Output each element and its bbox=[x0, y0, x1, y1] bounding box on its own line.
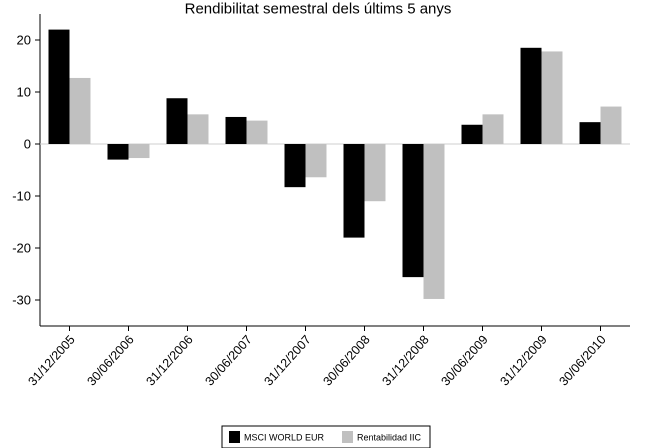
y-tick-label: 10 bbox=[17, 85, 31, 100]
bar-msci-world-eur bbox=[343, 144, 365, 238]
x-tick-label: 31/12/2007 bbox=[261, 333, 313, 389]
x-tick-label: 31/12/2009 bbox=[497, 333, 549, 389]
bar-rentabilidad-iic bbox=[600, 106, 622, 144]
y-tick-label: -30 bbox=[12, 293, 31, 308]
bar-rentabilidad-iic bbox=[69, 77, 91, 144]
bar-msci-world-eur bbox=[461, 124, 483, 144]
bar-msci-world-eur bbox=[579, 122, 601, 144]
x-tick-label: 30/06/2010 bbox=[556, 333, 608, 389]
x-tick-label: 31/12/2006 bbox=[143, 333, 195, 389]
legend-swatch bbox=[229, 431, 240, 443]
y-tick-label: -20 bbox=[12, 241, 31, 256]
x-tick-label: 30/06/2006 bbox=[84, 333, 136, 389]
x-tick-label: 31/12/2005 bbox=[25, 333, 77, 389]
bar-rentabilidad-iic bbox=[305, 144, 327, 178]
bar-rentabilidad-iic bbox=[246, 120, 268, 144]
bar-msci-world-eur bbox=[225, 116, 247, 144]
bar-rentabilidad-iic bbox=[187, 114, 209, 144]
y-tick-label: -10 bbox=[12, 189, 31, 204]
bar-msci-world-eur bbox=[520, 47, 542, 144]
bar-msci-world-eur bbox=[284, 144, 306, 188]
legend: MSCI WORLD EUR Rentabilidad IIC bbox=[221, 425, 431, 448]
bar-msci-world-eur bbox=[48, 29, 70, 145]
legend-label: MSCI WORLD EUR bbox=[244, 433, 325, 443]
legend-label: Rentabilidad IIC bbox=[357, 433, 422, 443]
bar-msci-world-eur bbox=[166, 98, 188, 144]
x-tick-label: 30/06/2007 bbox=[202, 333, 254, 389]
bar-msci-world-eur bbox=[402, 144, 424, 278]
x-tick-label: 30/06/2008 bbox=[320, 333, 372, 389]
bar-rentabilidad-iic bbox=[423, 144, 445, 299]
y-tick-label: 0 bbox=[24, 137, 31, 152]
x-tick-label: 31/12/2008 bbox=[379, 333, 431, 389]
bar-rentabilidad-iic bbox=[482, 114, 504, 144]
legend-box bbox=[221, 425, 431, 448]
bar-rentabilidad-iic bbox=[364, 144, 386, 202]
x-tick-label: 30/06/2009 bbox=[438, 333, 490, 389]
bar-msci-world-eur bbox=[107, 144, 129, 160]
bar-rentabilidad-iic bbox=[128, 144, 150, 159]
chart-title: Rendibilitat semestral dels últims 5 any… bbox=[185, 0, 452, 17]
bar-rentabilidad-iic bbox=[541, 51, 563, 144]
y-tick-label: 20 bbox=[17, 33, 31, 48]
legend-swatch bbox=[342, 431, 353, 443]
